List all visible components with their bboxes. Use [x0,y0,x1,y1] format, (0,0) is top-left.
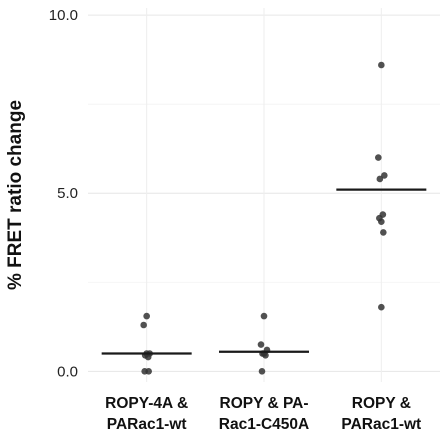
data-point [257,341,265,348]
data-point [378,303,385,311]
data-point [376,214,383,222]
y-tick-label: 5.0 [57,185,78,202]
data-point [145,368,152,375]
x-category-label: ROPY & [352,395,411,412]
x-axis: ROPY-4A & PARac1-wt ROPY & PA- Rac1-C450A RO… [105,395,421,432]
x-category-label: PARac1-wt [107,416,187,432]
x-category-label: Rac1-C450A [219,416,309,432]
data-point [143,312,150,320]
data-point [260,312,268,320]
y-axis-label: % FRET ratio change [5,100,26,290]
x-category-label: ROPY & PA- [220,395,309,412]
y-axis: 0.0 5.0 10.0 [49,7,78,380]
data-point [376,175,384,183]
x-category-label: ROPY-4A & [105,395,188,412]
data-point [380,229,387,236]
data-point [258,368,266,375]
x-category-label: PARac1-wt [341,416,421,432]
data-marks [101,61,427,375]
data-point [381,172,388,179]
y-tick-label: 0.0 [57,363,78,380]
y-tick-label: 10.0 [49,7,78,24]
data-point [140,321,147,329]
data-point [375,154,382,161]
data-point [378,61,385,69]
